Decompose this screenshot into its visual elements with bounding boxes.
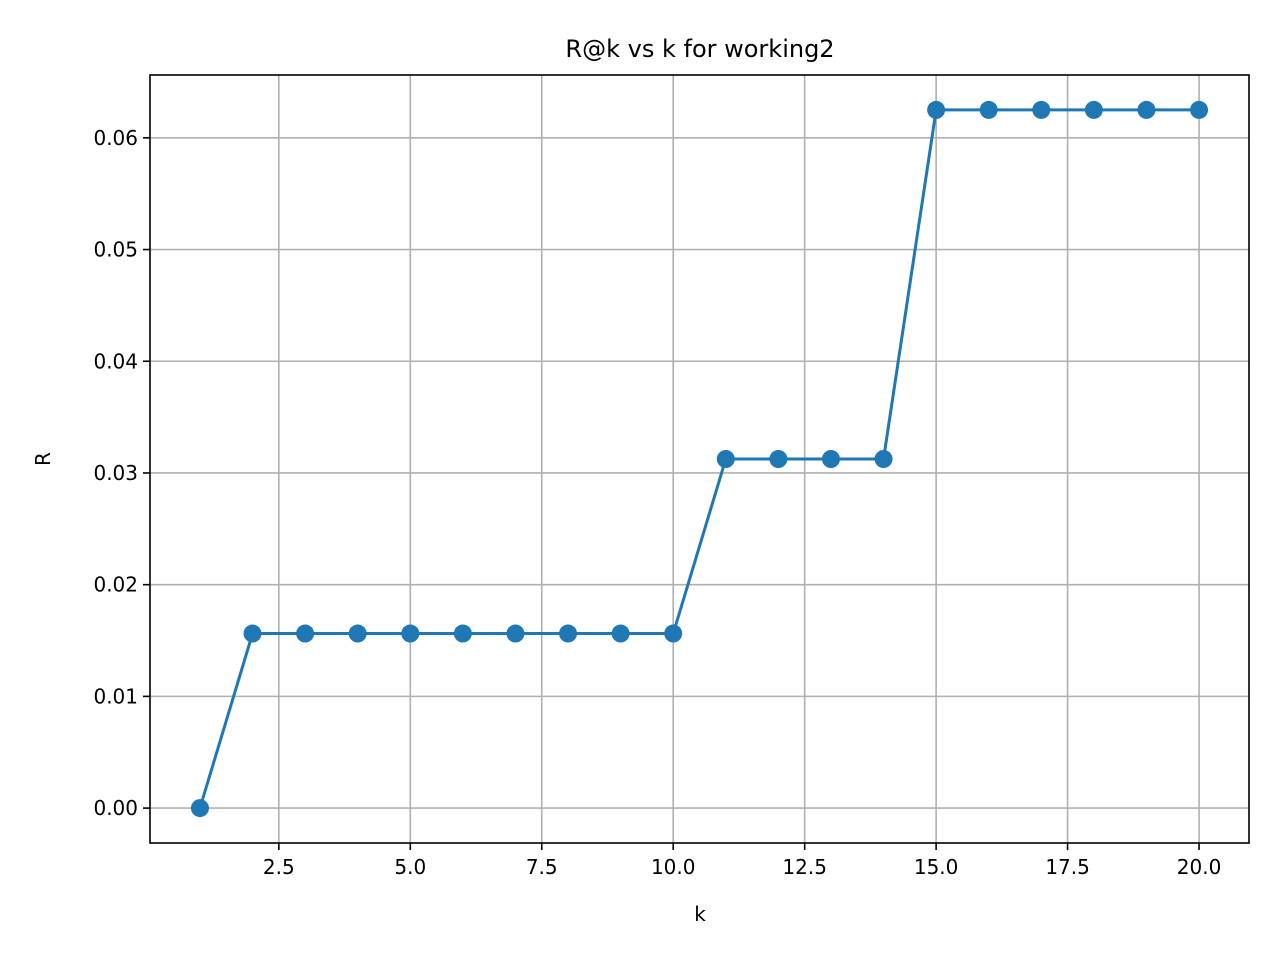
x-tick-label: 2.5 [263, 855, 295, 879]
data-point [401, 624, 420, 643]
data-point [1137, 100, 1156, 119]
x-tick-label: 5.0 [394, 855, 426, 879]
data-point [1084, 100, 1103, 119]
x-tick-label: 17.5 [1045, 855, 1090, 879]
y-tick-label: 0.06 [93, 126, 138, 150]
data-point [243, 624, 262, 643]
x-tick-label: 7.5 [526, 855, 558, 879]
plot-frame [149, 74, 1250, 844]
y-axis: 0.00 0.01 0.02 0.03 0.04 0.05 0.06 [93, 126, 150, 820]
data-point [769, 450, 788, 468]
y-tick-label: 0.02 [93, 573, 138, 597]
data-point [506, 624, 525, 643]
data-point [1032, 100, 1051, 119]
data-point [979, 100, 998, 119]
data-point [453, 624, 472, 643]
data-point [927, 100, 946, 119]
data-point [296, 624, 315, 643]
x-tick-label: 15.0 [914, 855, 959, 879]
x-axis: 2.5 5.0 7.5 10.0 12.5 15.0 17.5 20.0 [263, 843, 1221, 879]
x-axis-label: k [694, 902, 706, 926]
y-tick-label: 0.04 [93, 349, 138, 373]
data-point [559, 624, 578, 643]
series-layer [190, 100, 1209, 818]
data-point [716, 450, 735, 468]
chart-title: R@k vs k for working2 [565, 35, 834, 63]
data-point [348, 624, 367, 643]
y-tick-label: 0.01 [93, 684, 138, 708]
data-point [821, 450, 840, 468]
data-point [664, 624, 683, 643]
y-tick-label: 0.05 [93, 238, 138, 262]
y-axis-label: R [31, 452, 55, 466]
data-point [1190, 100, 1209, 119]
data-point [190, 799, 209, 818]
y-tick-label: 0.00 [93, 796, 138, 820]
y-tick-label: 0.03 [93, 461, 138, 485]
x-tick-label: 10.0 [651, 855, 696, 879]
x-tick-label: 20.0 [1177, 855, 1222, 879]
data-point [874, 450, 893, 468]
x-tick-label: 12.5 [782, 855, 827, 879]
data-point [611, 624, 630, 643]
